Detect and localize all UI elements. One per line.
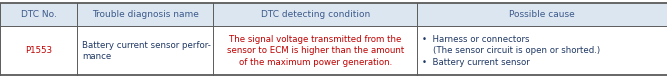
Text: Trouble diagnosis name: Trouble diagnosis name: [92, 10, 199, 19]
Text: Battery current sensor perfor-
mance: Battery current sensor perfor- mance: [82, 41, 211, 61]
Text: •  Harness or connectors
    (The sensor circuit is open or shorted.)
•  Battery: • Harness or connectors (The sensor circ…: [422, 35, 600, 67]
Bar: [0, 3, 667, 26]
Text: Possible cause: Possible cause: [509, 10, 575, 19]
Text: P1553: P1553: [25, 46, 52, 55]
Text: DTC No.: DTC No.: [21, 10, 57, 19]
Text: DTC detecting condition: DTC detecting condition: [261, 10, 370, 19]
Text: The signal voltage transmitted from the
sensor to ECM is higher than the amount
: The signal voltage transmitted from the …: [227, 35, 404, 67]
